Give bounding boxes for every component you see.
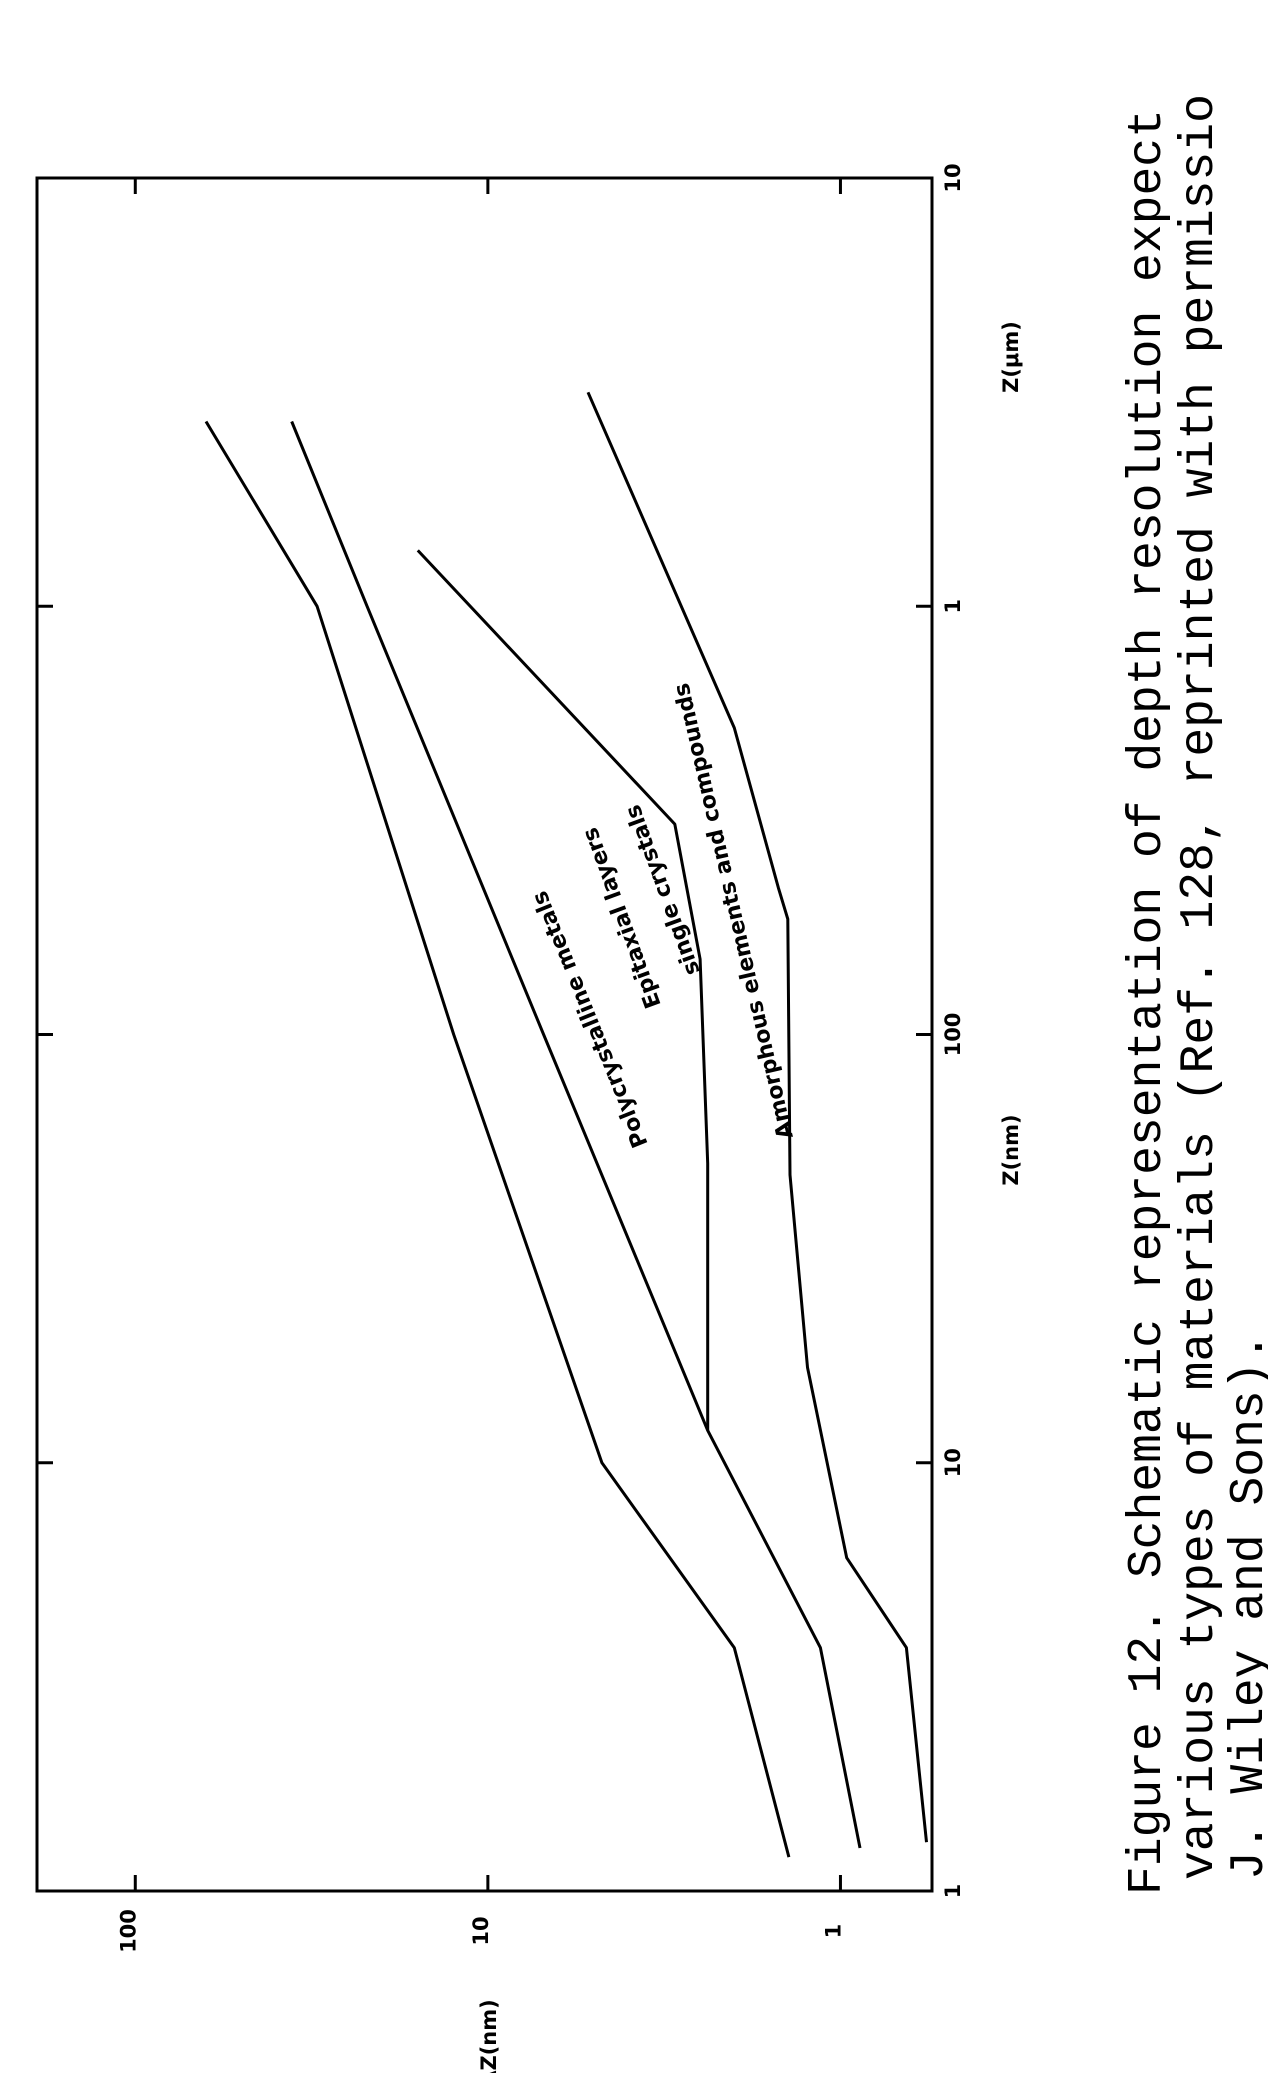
x-tick-label: 10: [941, 1448, 965, 1477]
line-series: [204, 420, 791, 1858]
y-tick-label: 100: [116, 1909, 140, 1953]
x-tick-label: 1: [941, 1884, 965, 1899]
x-tick-label: 100: [941, 1013, 965, 1057]
caption-line: J. Wiley and Sons).: [1223, 1333, 1268, 1880]
y-tick-label: 10: [469, 1916, 493, 1945]
caption-line: various types of materials (Ref. 128, re…: [1173, 94, 1227, 1880]
x-axis-label: Z(nm): [999, 1114, 1023, 1185]
line-series: [416, 549, 710, 1431]
line-series: [290, 420, 862, 1849]
y-tick-label: 1: [821, 1924, 845, 1939]
series-label: Amorphous elements and compounds: [669, 681, 798, 1142]
line-series: [586, 391, 928, 1843]
caption-line: Figure 12. Schematic representation of d…: [1121, 109, 1175, 1895]
x-axis-label: Z(μm): [999, 321, 1023, 393]
y-axis-label: ΔZ(nm): [477, 1999, 501, 2073]
x-tick-label: 10: [941, 163, 965, 192]
plot-frame: [35, 176, 934, 1893]
x-tick-label: 1: [941, 599, 965, 614]
